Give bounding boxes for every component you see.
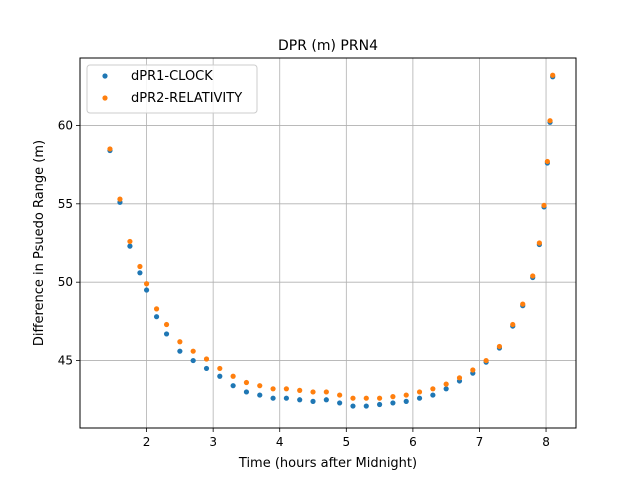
relativity-point xyxy=(107,146,113,152)
relativity-point xyxy=(496,343,503,350)
relativity-point xyxy=(403,392,409,398)
relativity-point xyxy=(541,202,547,208)
clock-point xyxy=(363,403,369,409)
clock-point xyxy=(143,287,150,293)
relativity-point xyxy=(153,306,160,312)
relativity-point xyxy=(217,365,223,372)
clock-point xyxy=(443,386,449,392)
relativity-point xyxy=(483,357,489,364)
clock-point xyxy=(297,397,303,403)
clock-point xyxy=(127,243,133,249)
relativity-point xyxy=(456,375,463,381)
plot-area xyxy=(79,57,577,429)
x-tick-label: 7 xyxy=(476,435,484,449)
relativity-point xyxy=(470,367,476,373)
relativity-point xyxy=(443,381,449,387)
y-tick-label: 55 xyxy=(58,197,73,211)
relativity-point xyxy=(243,379,250,386)
y-axis: 45 50 55 60 xyxy=(58,118,80,368)
relativity-point xyxy=(137,263,143,270)
relativity-point xyxy=(337,392,343,398)
x-tick-label: 5 xyxy=(342,435,350,449)
relativity-point xyxy=(510,321,516,328)
clock-point xyxy=(190,357,196,364)
relativity-point xyxy=(117,196,123,202)
legend-marker-relativity xyxy=(102,95,108,101)
relativity-point xyxy=(270,386,276,392)
x-tick-label: 3 xyxy=(209,435,217,449)
clock-point xyxy=(257,392,263,398)
clock-point xyxy=(153,314,160,320)
x-axis: 2 3 4 5 6 7 8 xyxy=(143,428,550,449)
chart-title: DPR (m) PRN4 xyxy=(278,38,378,54)
y-tick-label: 50 xyxy=(58,275,73,289)
x-axis-label: Time (hours after Midnight) xyxy=(238,456,417,471)
clock-point xyxy=(137,270,143,276)
clock-point xyxy=(243,389,250,395)
relativity-point xyxy=(297,387,303,393)
clock-point xyxy=(283,395,289,401)
x-tick-label: 6 xyxy=(409,435,417,449)
legend-marker-clock xyxy=(102,73,108,79)
clock-point xyxy=(350,403,356,409)
clock-point xyxy=(230,383,236,389)
relativity-point xyxy=(143,281,150,287)
relativity-point xyxy=(177,339,183,345)
relativity-point xyxy=(377,395,383,401)
relativity-point xyxy=(163,321,170,328)
legend: dPR1-CLOCK dPR2-RELATIVITY xyxy=(86,64,258,114)
relativity-point xyxy=(520,301,526,307)
x-tick-label: 4 xyxy=(276,435,284,449)
clock-point xyxy=(430,392,436,398)
relativity-point xyxy=(536,240,542,246)
relativity-point xyxy=(544,158,550,165)
clock-point xyxy=(337,400,343,406)
relativity-point xyxy=(363,395,369,401)
relativity-point xyxy=(550,72,556,78)
clock-point xyxy=(270,395,276,401)
relativity-point xyxy=(390,394,396,400)
relativity-point xyxy=(190,348,196,354)
clock-point xyxy=(377,401,383,408)
clock-point xyxy=(403,398,409,404)
clock-point xyxy=(217,373,223,379)
legend-box xyxy=(86,64,258,114)
clock-point xyxy=(203,365,210,372)
relativity-point xyxy=(350,395,356,401)
relativity-point xyxy=(127,238,133,245)
y-tick-label: 60 xyxy=(58,118,73,132)
relativity-point xyxy=(530,273,536,279)
x-tick-label: 2 xyxy=(143,435,151,449)
relativity-point xyxy=(257,383,263,389)
relativity-point xyxy=(283,386,289,392)
grid-lines xyxy=(80,58,576,428)
relativity-point xyxy=(203,356,210,362)
clock-point xyxy=(177,348,183,354)
y-axis-label: Difference in Psuedo Range (m) xyxy=(32,140,47,346)
relativity-point xyxy=(416,389,423,395)
clock-point xyxy=(390,400,396,406)
relativity-point xyxy=(430,386,436,392)
relativity-point xyxy=(547,118,553,124)
clock-point xyxy=(163,331,170,337)
y-tick-label: 45 xyxy=(58,354,73,368)
x-tick-label: 8 xyxy=(542,435,550,449)
series-dpr2-relativity xyxy=(107,72,556,401)
clock-point xyxy=(416,395,423,401)
clock-point xyxy=(323,397,329,403)
relativity-point xyxy=(310,389,316,395)
relativity-point xyxy=(323,389,329,395)
legend-label-relativity: dPR2-RELATIVITY xyxy=(131,91,242,106)
legend-label-clock: dPR1-CLOCK xyxy=(131,69,213,84)
clock-point xyxy=(310,398,316,404)
relativity-point xyxy=(230,373,236,379)
